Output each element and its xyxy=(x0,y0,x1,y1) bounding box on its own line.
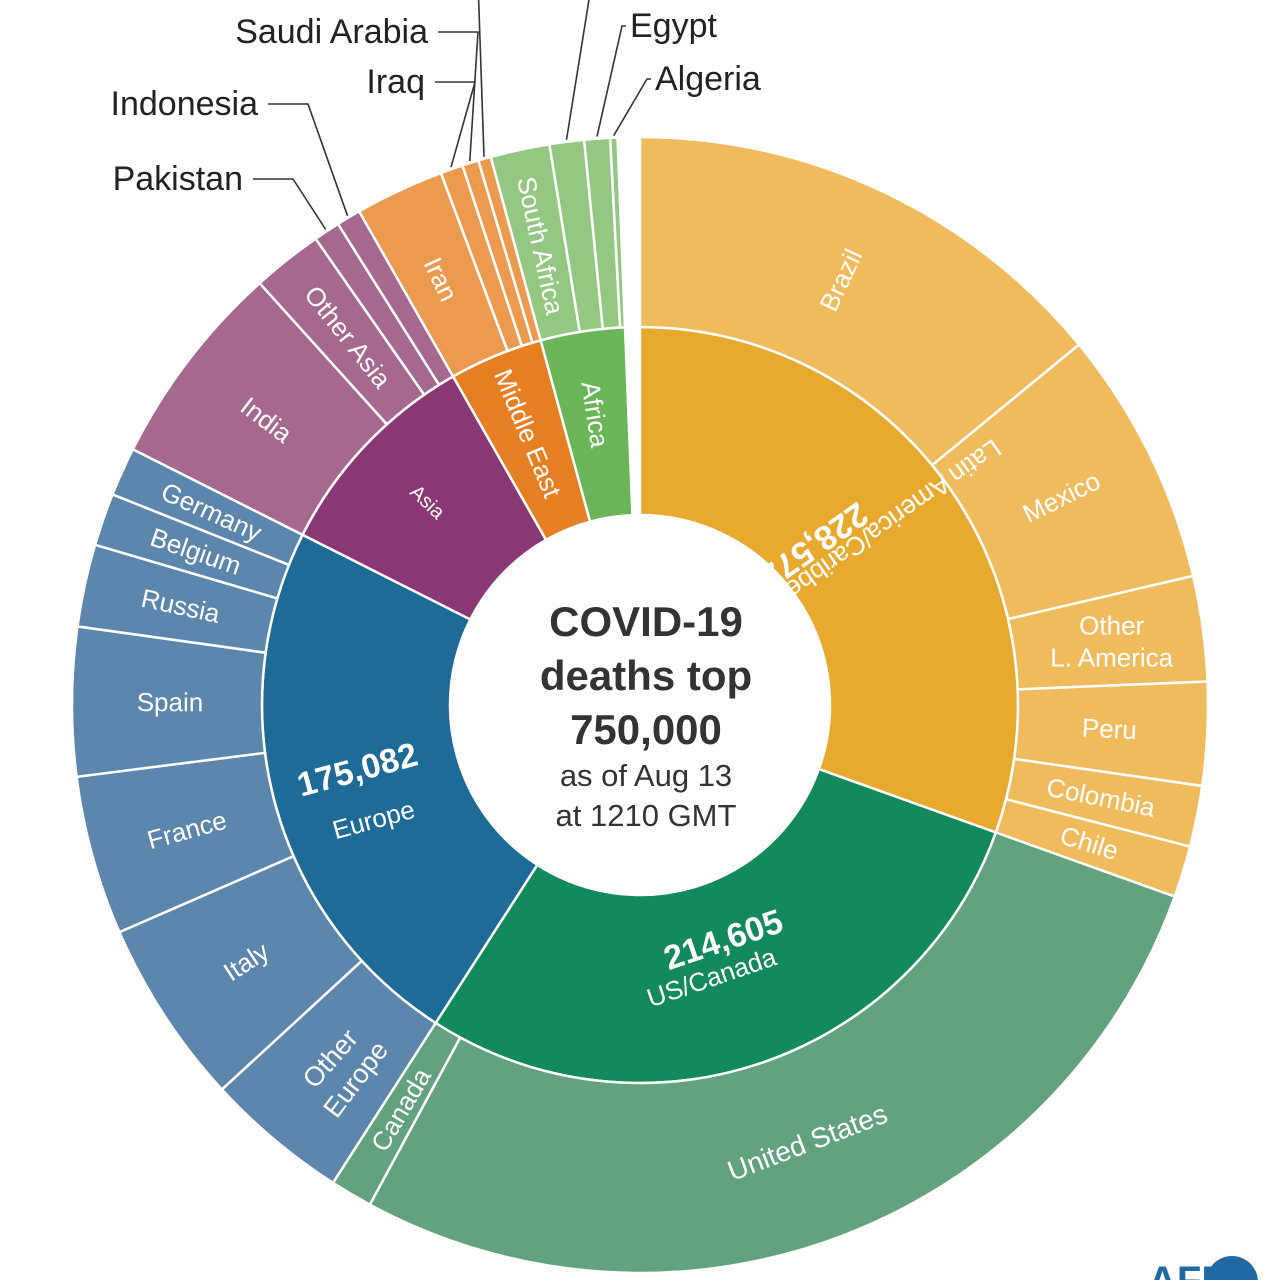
center-disc xyxy=(450,515,830,895)
leader-line-pakistan xyxy=(253,178,327,230)
country-ring xyxy=(70,135,1210,1275)
center-title-line1: COVID-19 xyxy=(549,598,743,645)
afp-logo-circle xyxy=(1206,1256,1258,1280)
country-segment-united-states xyxy=(368,830,1177,1275)
external-label-egypt: Egypt xyxy=(630,7,717,45)
external-label-iraq: Iraq xyxy=(366,63,425,101)
leader-line-egypt xyxy=(596,25,626,137)
country-segment-algeria xyxy=(608,136,627,329)
leader-line-saudi-arabia xyxy=(438,31,479,162)
center-title-line3: 750,000 xyxy=(570,706,722,753)
country-label-spain: Spain xyxy=(137,687,204,717)
afp-logo: AFP xyxy=(1148,1256,1258,1280)
center-subtitle-line2: at 1210 GMT xyxy=(556,798,737,833)
center-subtitle-line1: as of Aug 13 xyxy=(560,758,732,793)
leader-line-other-m-east xyxy=(477,0,485,157)
external-label-indonesia: Indonesia xyxy=(111,85,259,123)
external-label-saudi-arabia: Saudi Arabia xyxy=(235,13,428,51)
country-segment-brazil xyxy=(638,135,1081,467)
external-label-algeria: Algeria xyxy=(655,60,761,98)
external-label-pakistan: Pakistan xyxy=(113,160,243,198)
leader-line-iraq xyxy=(435,81,477,168)
leader-line-algeria xyxy=(613,78,651,137)
leader-line-other-africa xyxy=(565,0,590,140)
leader-line-indonesia xyxy=(268,103,349,217)
country-label-other-l-america: Other L. America xyxy=(1050,610,1173,672)
center-title-line2: deaths top xyxy=(540,652,752,699)
country-label-peru: Peru xyxy=(1081,713,1137,746)
